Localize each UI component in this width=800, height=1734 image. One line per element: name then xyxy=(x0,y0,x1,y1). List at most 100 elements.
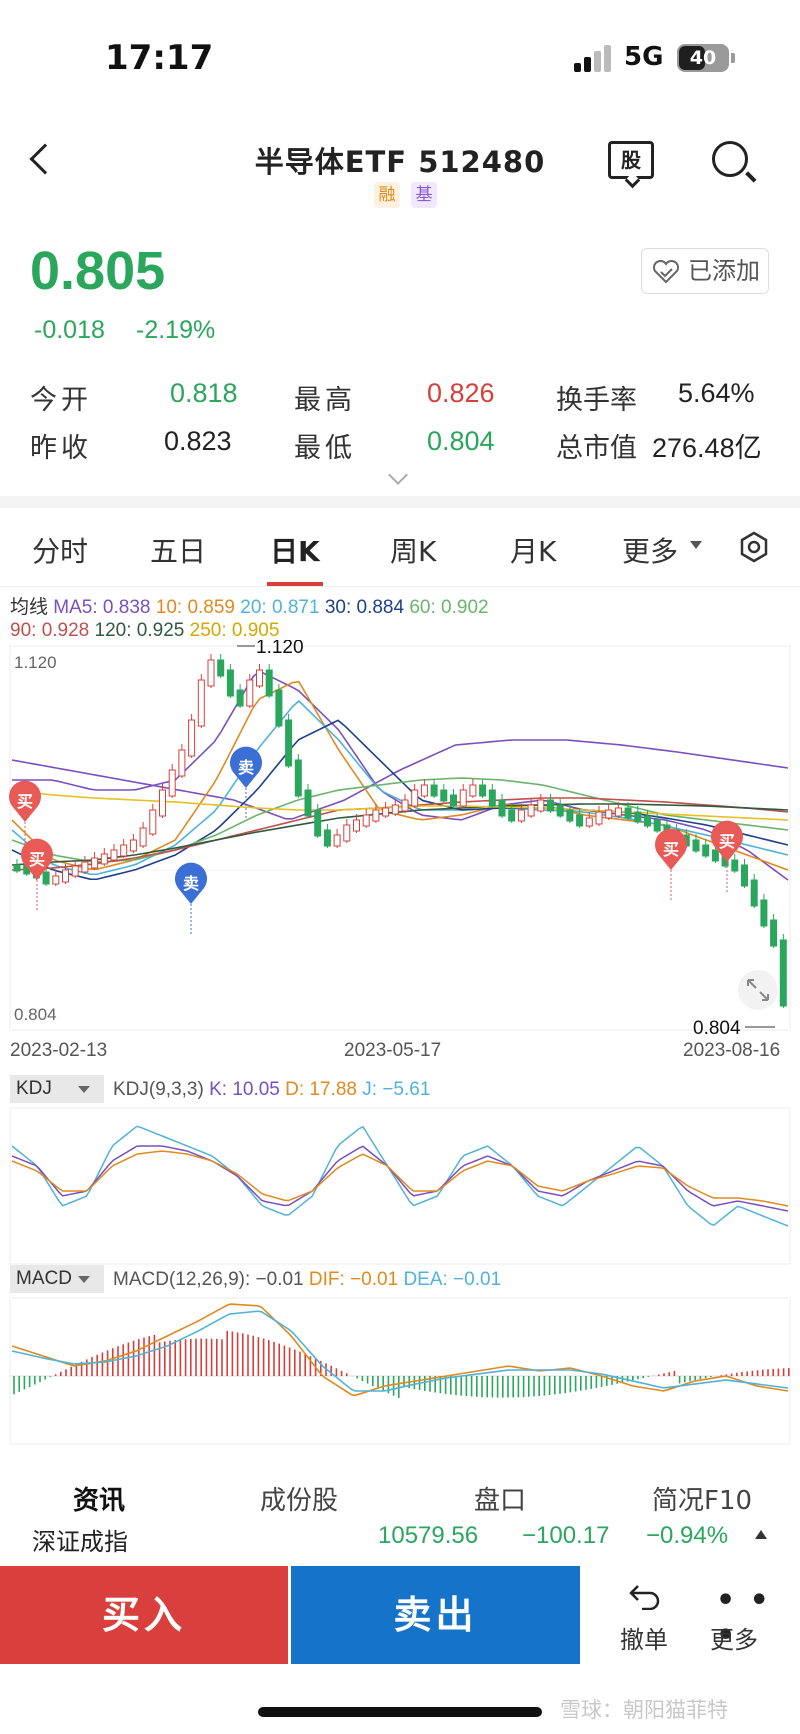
candle xyxy=(265,669,273,697)
tab-news[interactable]: 资讯 xyxy=(73,1486,126,1516)
candle xyxy=(159,789,166,817)
candle xyxy=(178,749,186,777)
candle xyxy=(207,659,215,687)
tab-constituents[interactable]: 成份股 xyxy=(260,1486,339,1516)
sell-button[interactable]: 卖出 xyxy=(291,1566,580,1664)
candle xyxy=(372,809,380,822)
network-label: 5G xyxy=(624,42,664,72)
candle xyxy=(343,824,351,842)
stat-label-low: 最低 xyxy=(294,433,356,464)
home-indicator xyxy=(258,1707,542,1717)
tab-monthly-k[interactable]: 月K xyxy=(510,535,557,568)
tab-intraday[interactable]: 分时 xyxy=(32,535,89,568)
macd-legend: MACD(12,26,9): −0.01 DIF: −0.01 DEA: −0.… xyxy=(113,1269,501,1291)
ma-legend-prefix: 均线 xyxy=(10,597,49,618)
ma250-value: 250: 0.905 xyxy=(189,620,280,641)
candle xyxy=(537,799,545,812)
ma-legend-row2: 90: 0.928 120: 0.925 250: 0.905 xyxy=(10,620,279,642)
candle xyxy=(498,799,506,817)
kdj-j: J: −5.61 xyxy=(362,1079,431,1100)
candle xyxy=(770,919,778,947)
stat-value-open: 0.818 xyxy=(170,378,238,408)
candle xyxy=(139,827,147,847)
tab-five-day[interactable]: 五日 xyxy=(150,535,207,568)
x-axis-mid-date: 2023-05-17 xyxy=(344,1040,442,1061)
candle xyxy=(731,859,739,872)
tab-weekly-k[interactable]: 周K xyxy=(390,535,437,568)
macd-dea: DEA: −0.01 xyxy=(403,1269,502,1290)
ma250-line xyxy=(11,789,789,821)
candle xyxy=(62,869,69,883)
candle xyxy=(517,809,525,822)
undo-button[interactable]: 撤单 xyxy=(620,1626,668,1654)
candle xyxy=(411,789,419,807)
ma90-value: 90: 0.928 xyxy=(10,620,90,641)
svg-text:买: 买 xyxy=(29,850,45,869)
tab-order-book[interactable]: 盘口 xyxy=(474,1486,527,1516)
y-axis-low-label: 0.804 xyxy=(14,1005,57,1024)
svg-text:卖: 卖 xyxy=(183,874,199,893)
kline-chart[interactable]: 1.120 0.804 1.120 0.804 买买卖卖买买 xyxy=(0,640,800,1040)
candle xyxy=(236,689,244,707)
kdj-j-line xyxy=(11,1125,789,1227)
kdj-chart[interactable] xyxy=(0,1106,800,1266)
candle xyxy=(585,817,593,827)
stat-value-prev-close: 0.823 xyxy=(164,426,232,456)
tab-more[interactable]: 更多 xyxy=(622,535,679,568)
ma5-line-main xyxy=(12,670,789,881)
stock-icon[interactable]: 股 xyxy=(608,141,654,179)
battery-icon: 40 xyxy=(677,44,729,72)
ma5-line xyxy=(11,739,789,820)
candle xyxy=(430,784,438,797)
tab-profile-f10[interactable]: 简况F10 xyxy=(652,1486,753,1516)
kdj-selector[interactable]: KDJ xyxy=(10,1075,104,1103)
more-dots-icon[interactable]: • • • xyxy=(716,1583,771,1653)
candle xyxy=(100,853,108,865)
status-time: 17:17 xyxy=(105,38,214,78)
index-ticker-name[interactable]: 深证成指 xyxy=(32,1528,128,1556)
kdj-k-line xyxy=(11,1145,789,1212)
candle xyxy=(120,844,128,857)
tab-daily-k[interactable]: 日K xyxy=(270,535,320,568)
kdj-params: KDJ(9,3,3) xyxy=(113,1079,204,1100)
expand-chevron-icon[interactable] xyxy=(388,465,408,485)
candle xyxy=(256,669,263,687)
battery-tip xyxy=(731,53,735,63)
candle xyxy=(401,799,409,812)
fullscreen-icon[interactable] xyxy=(738,970,778,1010)
macd-dea-line xyxy=(11,1310,789,1392)
kdj-d-line xyxy=(11,1150,789,1207)
candle xyxy=(508,809,516,822)
settings-icon[interactable] xyxy=(738,531,770,563)
stat-label-prev-close: 昨收 xyxy=(30,433,92,464)
index-expand-caret-icon[interactable] xyxy=(755,1530,767,1539)
candle xyxy=(692,839,700,852)
macd-dif-line xyxy=(11,1303,789,1397)
candle xyxy=(382,807,390,817)
candle xyxy=(71,865,79,877)
candle xyxy=(741,864,748,887)
stat-value-high: 0.826 xyxy=(427,378,495,408)
candle xyxy=(304,789,312,817)
x-axis-end-date: 2023-08-16 xyxy=(683,1040,781,1061)
signal-icon xyxy=(574,44,614,72)
candle xyxy=(110,849,118,861)
macd-selector[interactable]: MACD xyxy=(10,1265,104,1293)
candle xyxy=(644,815,651,827)
watchlist-added-button[interactable]: 已添加 xyxy=(641,248,769,294)
candle xyxy=(52,875,60,885)
index-ticker-change-pct: −0.94% xyxy=(646,1522,729,1549)
more-button[interactable]: 更多 xyxy=(710,1626,758,1654)
candle xyxy=(576,814,584,827)
search-icon[interactable] xyxy=(712,141,748,177)
ma30-line xyxy=(11,719,789,881)
macd-chart[interactable] xyxy=(0,1296,800,1446)
undo-icon[interactable] xyxy=(628,1582,662,1610)
ma120-value: 120: 0.925 xyxy=(94,620,185,641)
heart-check-icon xyxy=(652,260,680,284)
ma120-line xyxy=(11,803,789,866)
candle xyxy=(294,759,302,797)
candle xyxy=(634,811,642,823)
candle xyxy=(217,659,225,677)
buy-button[interactable]: 买入 xyxy=(0,1566,288,1664)
